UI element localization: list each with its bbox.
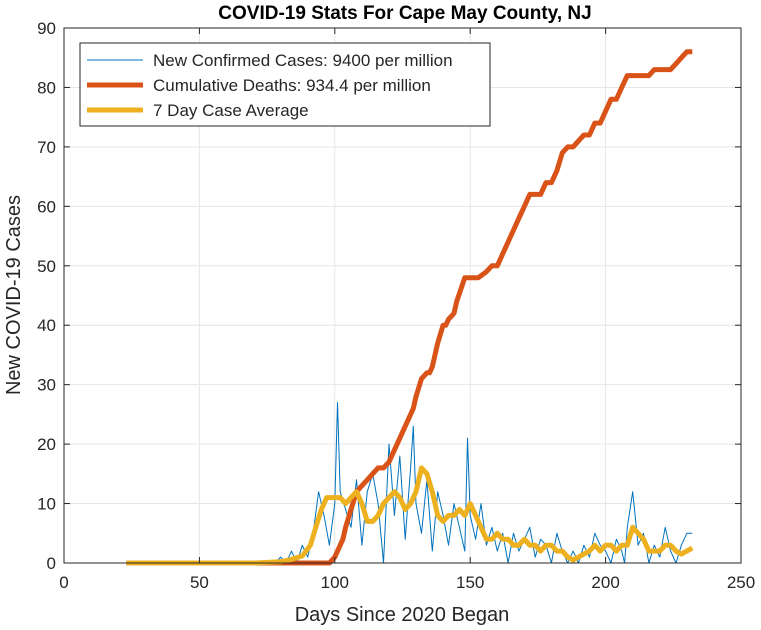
y-tick-label: 50 (37, 257, 56, 276)
y-tick-label: 40 (37, 316, 56, 335)
plot-frame (63, 27, 742, 564)
chart-title: COVID-19 Stats For Cape May County, NJ (218, 3, 591, 24)
legend-label: New Confirmed Cases: 9400 per million (153, 51, 453, 70)
series-layer (126, 49, 694, 566)
x-tick-label: 0 (59, 573, 68, 592)
x-tick-label: 150 (456, 573, 484, 592)
x-tick-label: 100 (321, 573, 349, 592)
y-tick-label: 10 (37, 495, 56, 514)
x-tick-label: 250 (727, 573, 755, 592)
cumulative-deaths-line (126, 49, 693, 566)
x-axis-title: Days Since 2020 Began (295, 604, 510, 626)
legend: New Confirmed Cases: 9400 per million Cum… (79, 42, 491, 127)
legend-label: Cumulative Deaths: 934.4 per million (153, 76, 431, 95)
y-tick-label: 90 (37, 19, 56, 38)
y-tick-label: 30 (37, 376, 56, 395)
y-tick-label: 80 (37, 78, 56, 97)
y-tick-label: 20 (37, 435, 56, 454)
legend-box (79, 42, 491, 127)
y-tick-label: 70 (37, 138, 56, 157)
y-axis-title: New COVID-19 Cases (3, 195, 25, 395)
x-tick-label: 200 (591, 573, 619, 592)
x-tick-label: 50 (190, 573, 209, 592)
y-tick-label: 0 (47, 554, 56, 573)
y-tick-label: 60 (37, 197, 56, 216)
ticks: 0 50 100 150 200 250 0 10 20 30 40 50 60 70 80 90 (37, 19, 755, 592)
case-average-line (126, 465, 694, 566)
legend-label: 7 Day Case Average (153, 101, 309, 120)
